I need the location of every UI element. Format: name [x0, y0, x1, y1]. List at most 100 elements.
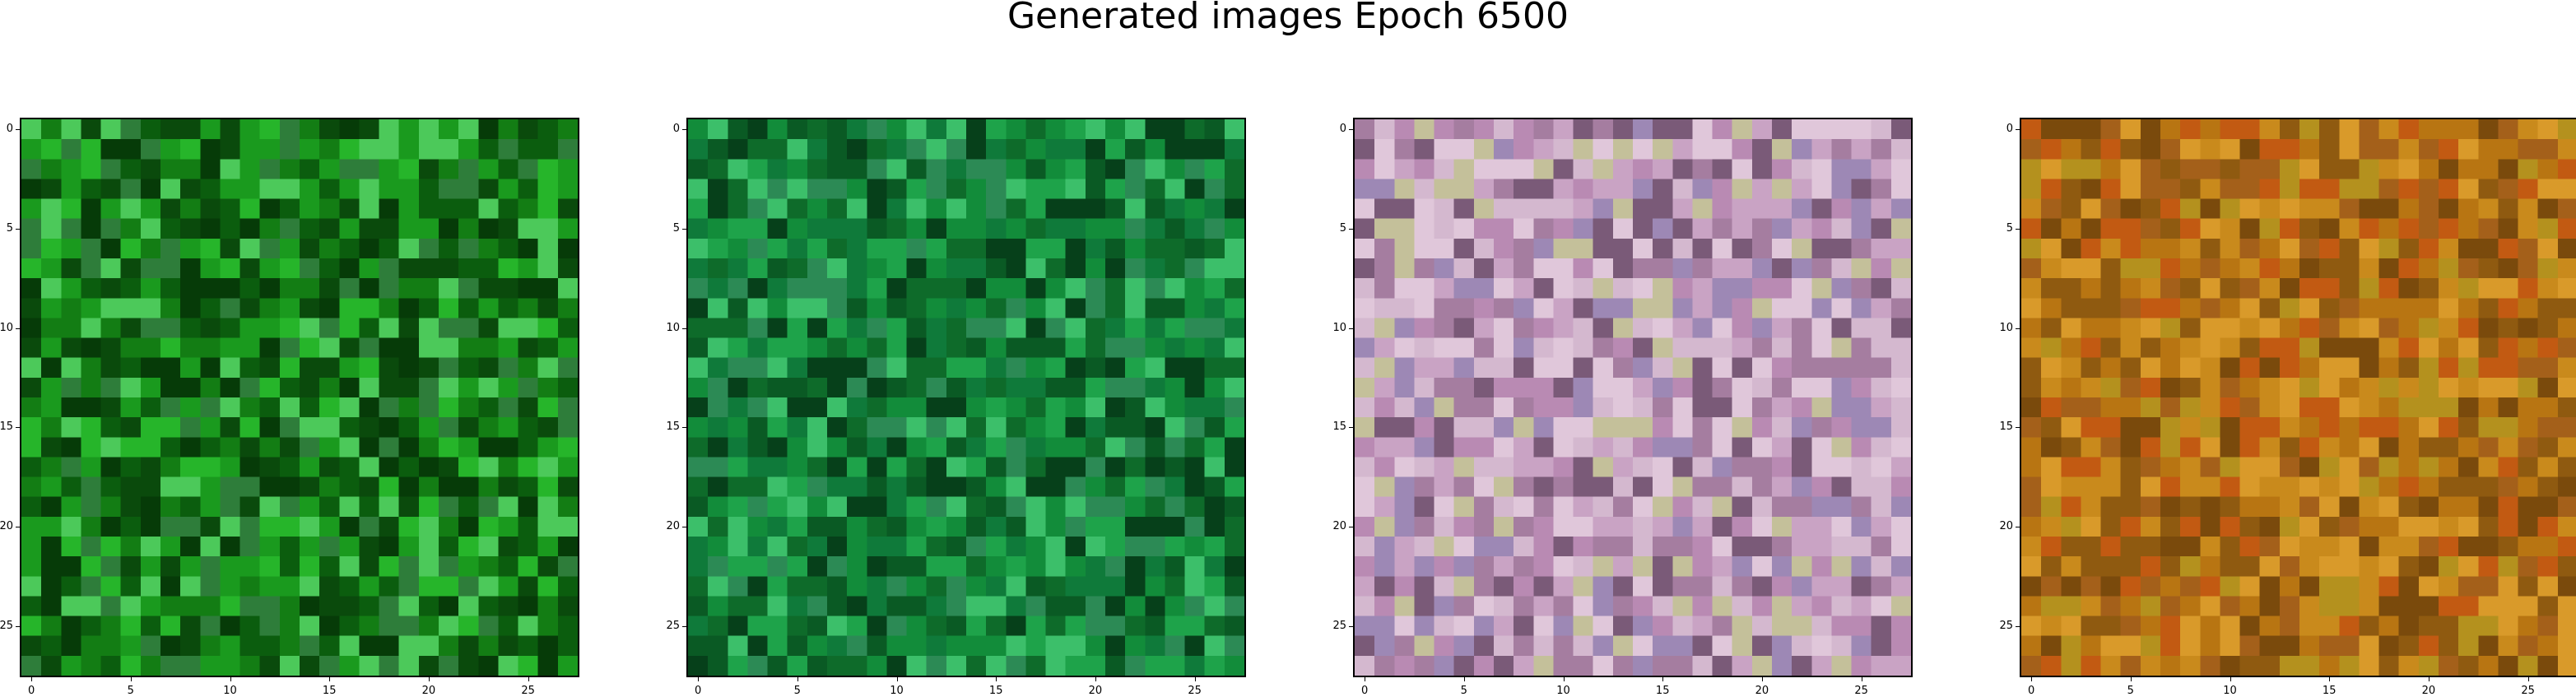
pixel: [140, 278, 161, 299]
pixel: [2498, 596, 2519, 617]
pixel: [827, 179, 848, 200]
pixel: [81, 397, 102, 418]
pixel: [2200, 437, 2220, 458]
pixel: [120, 496, 142, 518]
pixel: [319, 119, 340, 140]
pixel: [1553, 258, 1574, 279]
pixel: [2478, 258, 2499, 279]
pixel: [728, 318, 748, 339]
x-tick-label: 25: [521, 685, 535, 697]
pixel: [1145, 119, 1165, 140]
pixel: [1792, 357, 1812, 379]
pixel: [2537, 119, 2559, 140]
pixel: [439, 318, 459, 339]
pixel: [2537, 635, 2559, 657]
pixel: [61, 159, 81, 179]
pixel: [728, 238, 748, 259]
pixel: [359, 655, 380, 676]
pixel: [2239, 635, 2261, 657]
pixel: [1006, 616, 1026, 637]
pixel: [61, 616, 81, 637]
pixel: [926, 238, 947, 259]
pixel: [2200, 198, 2220, 220]
pixel: [61, 258, 81, 279]
pixel: [2319, 437, 2340, 458]
pixel: [140, 457, 161, 478]
y-tick-label: 15: [1332, 421, 1346, 434]
pixel: [1414, 496, 1435, 518]
pixel: [688, 655, 709, 676]
pixel: [1514, 298, 1534, 318]
pixel: [1772, 537, 1793, 557]
pixel: [827, 198, 848, 220]
pixel: [21, 298, 42, 318]
pixel: [1125, 476, 1146, 498]
pixel: [1085, 337, 1106, 359]
y-tick-label: 20: [1332, 519, 1346, 532]
pixel: [21, 198, 42, 220]
pixel: [1612, 537, 1634, 557]
pixel: [1125, 537, 1146, 557]
pixel: [1355, 218, 1375, 239]
pixel: [2339, 278, 2360, 299]
pixel: [537, 537, 559, 557]
pixel: [2061, 616, 2081, 637]
pixel: [2398, 159, 2420, 179]
pixel: [300, 218, 320, 239]
pixel: [1414, 476, 1435, 498]
pixel: [339, 318, 360, 339]
pixel: [2518, 457, 2539, 478]
pixel: [2160, 179, 2181, 200]
pixel: [160, 496, 181, 518]
pixel: [847, 258, 867, 279]
pixel: [319, 198, 340, 220]
pixel: [1573, 496, 1594, 518]
pixel: [2180, 318, 2201, 339]
pixel: [537, 596, 559, 617]
pixel: [2120, 179, 2141, 200]
pixel: [2319, 537, 2340, 557]
pixel: [2081, 397, 2102, 418]
pixel: [1184, 119, 1206, 140]
pixel: [1712, 198, 1733, 220]
pixel: [1633, 576, 1653, 597]
pixel: [847, 139, 867, 160]
pixel: [2439, 377, 2459, 398]
pixel: [688, 377, 709, 398]
pixel: [1125, 357, 1146, 379]
pixel: [2239, 218, 2261, 239]
pixel: [319, 596, 340, 617]
pixel: [2061, 576, 2081, 597]
pixel: [1633, 337, 1653, 359]
pixel: [1045, 417, 1067, 438]
pixel: [1851, 198, 1872, 220]
pixel: [867, 238, 887, 259]
pixel: [140, 397, 161, 418]
pixel: [319, 437, 340, 458]
pixel: [1573, 437, 1594, 458]
pixel: [2319, 616, 2340, 637]
pixel: [1514, 318, 1534, 339]
pixel: [1145, 457, 1165, 478]
pixel: [140, 616, 161, 637]
pixel: [1712, 139, 1733, 160]
pixel: [2359, 377, 2380, 398]
pixel: [1732, 179, 1753, 200]
pixel: [867, 198, 887, 220]
pixel: [1751, 655, 1773, 676]
pixel: [2120, 298, 2141, 318]
pixel: [1653, 337, 1673, 359]
pixel: [2398, 457, 2420, 478]
pixel: [2299, 635, 2320, 657]
pixel: [1633, 655, 1653, 676]
pixel: [359, 537, 380, 557]
x-tick-mark: [1563, 676, 1565, 681]
pixel: [1494, 139, 1514, 160]
pixel: [867, 397, 887, 418]
pixel: [2319, 377, 2340, 398]
pixel: [2518, 556, 2539, 577]
pixel: [747, 357, 769, 379]
pixel: [120, 655, 142, 676]
pixel: [1355, 318, 1375, 339]
pixel: [1085, 258, 1106, 279]
